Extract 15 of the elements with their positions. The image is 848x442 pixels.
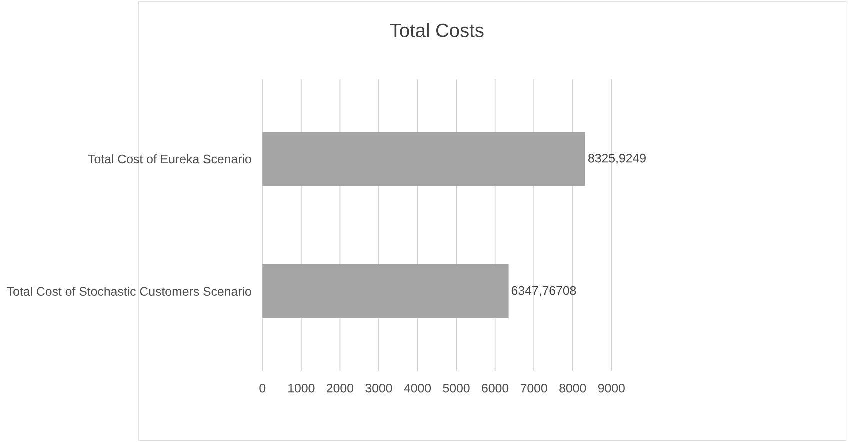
x-tick-label: 0 — [260, 384, 266, 392]
x-tick-label: 6000 — [482, 384, 509, 392]
y-tick-label: Total Cost of Stochastic Customers Scenario — [7, 286, 252, 296]
x-tick-label: 9000 — [598, 384, 625, 392]
x-tick-label: 1000 — [288, 384, 315, 392]
data-label: 8325,9249 — [588, 154, 646, 164]
x-tick-label: 8000 — [560, 384, 586, 392]
x-tick-label: 3000 — [366, 384, 392, 392]
chart-title: Total Costs — [390, 23, 484, 38]
x-tick-label: 4000 — [404, 384, 432, 392]
x-tick-label: 5000 — [443, 384, 470, 392]
y-tick-label: Total Cost of Eureka Scenario — [88, 154, 252, 164]
x-tick-label: 2000 — [327, 384, 354, 392]
x-tick-label: 7000 — [520, 384, 548, 392]
data-label: 6347,76708 — [512, 286, 576, 296]
